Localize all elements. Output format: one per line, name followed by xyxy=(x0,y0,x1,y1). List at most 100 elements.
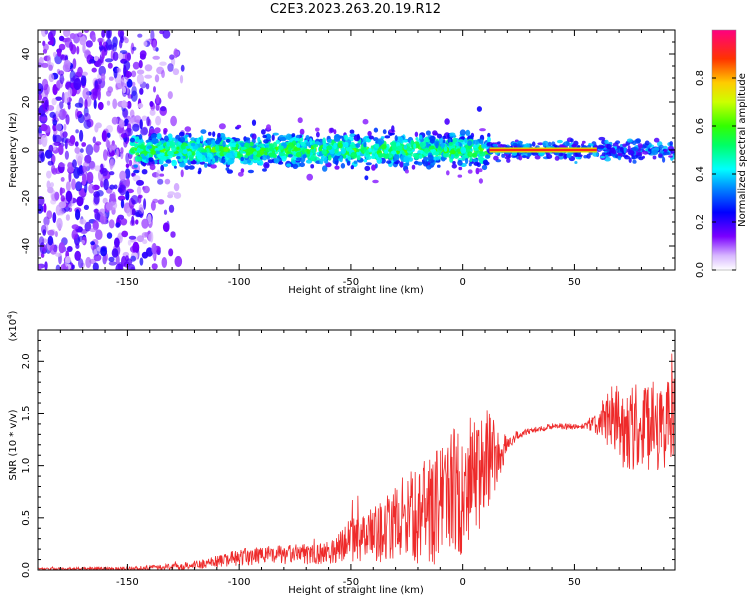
spectrogram-cell xyxy=(136,73,144,85)
spectrogram-cell xyxy=(98,41,103,46)
spectrogram-cell xyxy=(299,162,305,168)
spectrogram-cell xyxy=(170,115,178,127)
spectrogram-cell xyxy=(437,164,441,168)
spectrogram-cell xyxy=(391,150,397,155)
spectrogram-cell xyxy=(93,208,99,213)
spectrogram-cell xyxy=(249,141,254,147)
spectrogram-cell xyxy=(118,119,125,128)
spectrogram-cell xyxy=(191,151,196,156)
spectrogram-cell xyxy=(161,257,168,268)
spectrogram-cell xyxy=(200,129,207,135)
spectrogram-cell xyxy=(631,156,637,160)
spectrogram-cell xyxy=(632,159,637,164)
colorbar: 0.0 0.2 0.4 0.6 0.8 Normalized spectral ampl… xyxy=(695,29,748,278)
spectrogram-cell xyxy=(419,134,423,140)
spectrogram-cell xyxy=(101,130,107,142)
spectrogram-cell xyxy=(38,93,42,101)
spectrogram-cell xyxy=(629,150,634,154)
spectrogram-cell xyxy=(482,159,489,166)
spectrogram-cell xyxy=(93,55,99,62)
spectrogram-cell xyxy=(109,184,115,190)
spectrogram-cell xyxy=(74,250,81,261)
spectrogram-cell xyxy=(669,141,673,146)
spectrogram-cell xyxy=(161,70,165,78)
spectrogram-cell xyxy=(178,136,186,143)
spectrogram-cell xyxy=(129,109,135,118)
spectrogram-cell xyxy=(138,59,143,69)
spectrogram-cell xyxy=(167,191,175,196)
spectrogram-cell xyxy=(126,207,132,217)
spectrogram-cell xyxy=(285,133,292,141)
spectrogram-cell xyxy=(269,143,274,149)
spectrogram-cell xyxy=(176,146,180,150)
spectrogram-cell xyxy=(136,148,144,152)
spectrogram-cell xyxy=(197,170,201,175)
spectrogram-cell xyxy=(278,152,286,157)
spectrogram-cell xyxy=(47,54,51,66)
spectrogram-cell xyxy=(125,258,133,266)
spectrogram-cell xyxy=(59,73,65,85)
spectrogram-cell xyxy=(165,159,172,164)
spectrogram-cell xyxy=(272,132,279,136)
spectrogram-cell xyxy=(456,148,462,153)
spectrogram-cell xyxy=(310,164,315,169)
spectrogram-cell xyxy=(235,143,239,148)
x-tick-label: 0 xyxy=(459,577,465,588)
spectrogram-cell xyxy=(592,152,599,157)
spectrogram-cell xyxy=(162,163,169,167)
spectrogram-cell xyxy=(62,131,68,138)
spectrogram-cell xyxy=(218,123,226,130)
spectrogram-cell xyxy=(233,151,238,157)
colorbar-tick-label: 0.2 xyxy=(695,214,706,230)
spectrogram-cell xyxy=(404,169,409,174)
spectrogram-cell xyxy=(642,155,645,159)
spectrogram-cell xyxy=(72,233,78,239)
spectrogram-cell xyxy=(92,87,98,100)
spectrogram-cell xyxy=(169,136,173,142)
spectrogram-cell xyxy=(534,155,541,160)
spectrogram-cell xyxy=(333,137,341,143)
spectrogram-cell xyxy=(374,143,380,149)
spectrogram-cell xyxy=(364,165,371,172)
spectrogram-cell xyxy=(85,40,93,48)
spectrogram-cell xyxy=(310,154,318,162)
x-tick-label: -150 xyxy=(116,277,139,288)
spectrogram-cell xyxy=(154,150,161,155)
spectrogram-cell xyxy=(93,99,97,110)
spectrogram-cell xyxy=(162,30,171,39)
spectrogram-cell xyxy=(556,139,563,144)
spectrogram-cell xyxy=(471,152,478,158)
spectrogram-cell xyxy=(97,89,101,101)
spectrogram-cell xyxy=(104,58,113,63)
spectrogram-cell xyxy=(137,33,143,38)
spectrogram-cell xyxy=(478,178,483,184)
spectrogram-cell xyxy=(113,67,118,79)
spectrogram-cell xyxy=(158,145,164,150)
spectrogram-cell xyxy=(497,141,501,145)
spectrogram-cell xyxy=(46,170,52,179)
spectrogram-cell xyxy=(52,51,57,58)
spectrogram-cell xyxy=(75,152,84,162)
spectrogram-cell xyxy=(337,142,343,149)
snr-multiplier-label: (x104) xyxy=(6,310,19,341)
spectrogram-cell xyxy=(215,144,220,152)
spectrogram-cell xyxy=(465,129,471,136)
spectrogram-cell xyxy=(42,229,46,236)
spectrogram-cell xyxy=(262,134,268,139)
spectrogram-cell xyxy=(160,106,167,112)
spectrogram-cell xyxy=(92,220,99,231)
spectrogram-cell xyxy=(120,36,124,44)
spectrogram-cell xyxy=(264,151,268,156)
spectrogram-cell xyxy=(451,163,457,169)
spectrogram-cell xyxy=(615,148,620,153)
spectrogram-cell xyxy=(215,139,221,145)
spectrogram-cell xyxy=(377,138,385,145)
spectrogram-cell xyxy=(119,170,127,181)
spectrogram-cell xyxy=(73,167,80,179)
spectrogram-cell xyxy=(458,166,463,171)
spectrogram-cell xyxy=(263,139,269,144)
spectrogram-cell xyxy=(144,64,153,72)
spectrogram-cell xyxy=(362,118,369,125)
spectrogram-cell xyxy=(57,48,62,57)
spectrogram-cell xyxy=(84,30,89,33)
